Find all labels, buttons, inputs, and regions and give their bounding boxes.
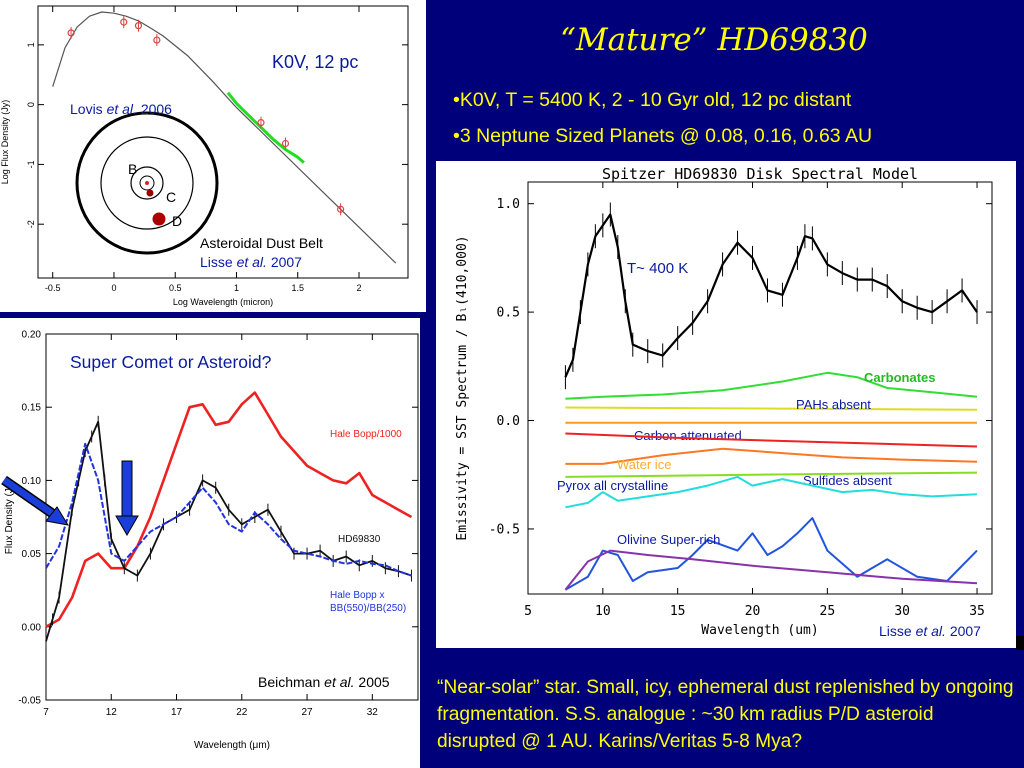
orbit-label-c: C (166, 189, 176, 205)
planet-d-dot (152, 212, 166, 226)
series-label: BB(550)/BB(250) (330, 603, 406, 614)
series-label: PAHs absent (796, 397, 871, 412)
comet-panel: 7 12 17 22 27 32 0.20 0.15 0.10 0.05 0.00 -0.05 Wave… (0, 318, 420, 768)
y-axis-label: Log Flux Density (Jy) (0, 100, 10, 185)
orbit-dust-belt-ring (75, 111, 219, 255)
x-axis-label: Wavelength (um) (701, 623, 818, 638)
x-tick-label: 0.5 (169, 283, 182, 293)
plot-frame (37, 5, 409, 279)
plot-frame (45, 333, 419, 701)
x-tick-label: 7 (43, 707, 49, 718)
x-tick-label: 5 (524, 604, 532, 619)
series-label: Water ice (617, 457, 671, 472)
series-line-red-continuum (565, 432, 978, 448)
y-axis-label: Emissivity = SST Spectrum / Bₗ(410,000) (455, 235, 470, 540)
x-tick-label: -0.5 (45, 283, 61, 293)
series-label: Hale Bopp/1000 (330, 429, 402, 440)
x-tick-label: 0 (111, 283, 116, 293)
y-tick-label: 0.20 (22, 330, 42, 341)
x-tick-label: 12 (106, 707, 118, 718)
series-line-water-ice (565, 447, 978, 465)
y-tick-label: 0.0 (497, 414, 520, 429)
orbit-diagram: B C D (75, 111, 219, 255)
series-label: Hale Bopp x (330, 590, 384, 601)
x-tick-label: 2 (356, 283, 361, 293)
y-tick-label: -2 (26, 220, 36, 228)
x-tick-label: 1 (234, 283, 239, 293)
y-tick-label: 0.10 (22, 476, 42, 487)
comet-arrow-diagonal (1, 475, 70, 526)
series-line-hale-bopp-x-bb-550-bb-250- (45, 442, 412, 577)
comet-chart: 7 12 17 22 27 32 0.20 0.15 0.10 0.05 0.00 -0.05 Wave… (1, 330, 419, 751)
series-line-pyrox-all-crystalline (565, 475, 978, 509)
comet-arrow-down (115, 460, 139, 536)
x-tick-label: 17 (171, 707, 183, 718)
x-tick-label: 22 (236, 707, 248, 718)
x-tick-label: 1.5 (291, 283, 304, 293)
series-line-carbonates (565, 371, 978, 400)
series-line-spitzer-irs (226, 91, 305, 164)
slide-title: “Mature” HD69830 (560, 22, 868, 58)
series-line-pahs-absent (565, 406, 978, 411)
comet-chart-title: Super Comet or Asteroid? (70, 352, 272, 372)
sed-belt-label: Asteroidal Dust Belt (200, 235, 323, 251)
y-tick-label: 0.15 (22, 403, 42, 414)
bullet-star-properties: •K0V, T = 5400 K, 2 - 10 Gyr old, 12 pc … (453, 89, 852, 111)
model-temperature-label: T~ 400 K (627, 260, 688, 277)
orbit-label-b: B (128, 161, 137, 177)
plot-frame (527, 181, 993, 595)
series-line-sst-spectrum (564, 213, 978, 378)
x-tick-label: 27 (301, 707, 313, 718)
star-dot (145, 181, 149, 185)
x-tick-label: 20 (745, 604, 761, 619)
y-tick-label: -1 (26, 160, 36, 168)
y-tick-label: -0.05 (18, 696, 41, 707)
x-axis-label: Log Wavelength (micron) (173, 297, 273, 307)
series-line-photosphere (52, 11, 397, 264)
sed-lisse-credit: Lisse et al. 2007 (200, 254, 302, 270)
y-tick-label: 0.5 (497, 306, 520, 321)
x-tick-label: 10 (595, 604, 611, 619)
orbit-d-ring (100, 136, 194, 230)
sed-panel: -0.5 0 0.5 1 1.5 2 -2 -1 0 1 Log Wavelength (micro… (0, 0, 426, 312)
x-tick-label: 32 (367, 707, 379, 718)
x-tick-label: 35 (969, 604, 985, 619)
x-tick-label: 15 (670, 604, 686, 619)
sed-star-label: K0V, 12 pc (272, 52, 358, 72)
comet-credit: Beichman et al. 2005 (258, 674, 390, 690)
series-label: Carbon attenuated (634, 428, 742, 443)
series-line-sulfides-absent (565, 471, 978, 478)
sed-chart: -0.5 0 0.5 1 1.5 2 -2 -1 0 1 Log Wavelength (micro… (0, 5, 409, 307)
slide-footer-text: “Near-solar” star. Small, icy, ephemeral… (437, 677, 1014, 752)
y-tick-label: 0 (26, 102, 36, 107)
series-line-olivine-super-rich (564, 517, 978, 591)
x-axis-label: Wavelength (μm) (194, 740, 270, 751)
series-label: Pyrox all crystalline (557, 478, 668, 493)
spectral-model-panel: 5 10 15 20 25 30 35 1.0 0.5 0.0 -0.5 Wavelength (um… (436, 161, 1016, 648)
series-label: Carbonates (864, 370, 936, 385)
x-tick-label: 30 (894, 604, 910, 619)
planet-c-dot (146, 189, 154, 197)
y-tick-label: 0.05 (22, 549, 42, 560)
y-tick-label: -0.5 (489, 522, 520, 537)
x-tick-label: 25 (820, 604, 836, 619)
sed-lovis-credit: Lovis et al. 2006 (70, 101, 172, 117)
corner-block (1016, 636, 1024, 650)
orbit-label-d: D (172, 213, 182, 229)
chart-title: Spitzer HD69830 Disk Spectral Model (602, 165, 918, 183)
series-line-purple-continuum (564, 549, 978, 591)
model-credit: Lisse et al. 2007 (879, 623, 981, 639)
y-tick-label: 1 (26, 42, 36, 47)
series-label: Sulfides absent (803, 473, 892, 488)
bullet-planets: •3 Neptune Sized Planets @ 0.08, 0.16, 0… (453, 125, 873, 147)
y-tick-label: 0.00 (22, 622, 42, 633)
series-line-hale-bopp-1000 (45, 391, 413, 628)
series-label: Olivine Super-rich (617, 532, 720, 547)
spectral-model-chart: 5 10 15 20 25 30 35 1.0 0.5 0.0 -0.5 Wavelength (um… (455, 165, 993, 639)
orbit-b-ring (139, 175, 155, 191)
series-label: HD69830 (338, 534, 381, 545)
y-axis-label: Flux Density (Jy) (4, 480, 15, 554)
y-tick-label: 1.0 (497, 197, 520, 212)
orbit-c-ring (130, 166, 164, 200)
